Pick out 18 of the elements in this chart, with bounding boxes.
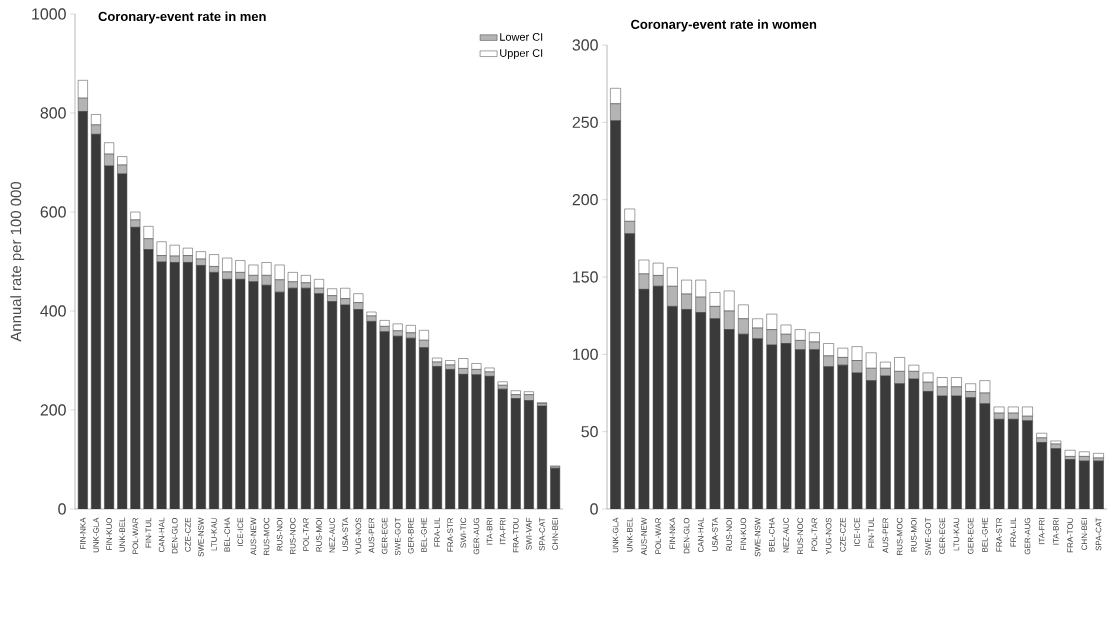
y-tick-label: 400 — [40, 305, 66, 317]
y-tick-label: 200 — [572, 194, 598, 206]
legend-label: Upper CI — [500, 49, 543, 60]
y-tick-label: 300 — [572, 39, 598, 51]
chart-title: Coronary-event rate in men — [98, 11, 266, 24]
chart-title: Coronary-event rate in women — [631, 19, 817, 32]
y-tick-label: 150 — [573, 271, 598, 283]
y-tick-label: 200 — [40, 404, 66, 416]
y-tick-label: 50 — [581, 426, 598, 438]
y-tick-label: 600 — [40, 206, 66, 218]
y-tick-label: 250 — [572, 116, 598, 128]
y-tick-label: 100 — [573, 348, 598, 360]
y-tick-label: 0 — [590, 503, 598, 515]
y-tick-label: 1000 — [32, 8, 66, 20]
y-tick-label: 800 — [40, 107, 66, 119]
y-axis-title: Annual rate per 100 000 — [10, 181, 25, 342]
y-tick-label: 0 — [58, 503, 66, 515]
legend-label: Lower CI — [500, 33, 543, 41]
